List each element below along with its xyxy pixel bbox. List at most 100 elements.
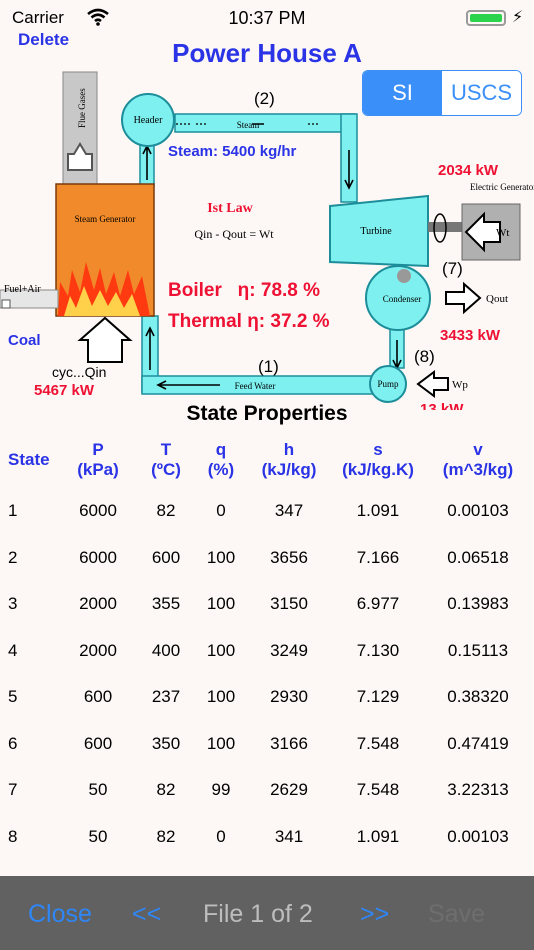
cell-p: 600	[62, 721, 134, 768]
cell-v: 0.06518	[422, 535, 534, 582]
table-row[interactable]: 5 600 237 100 2930 7.129 0.38320	[0, 674, 534, 721]
flue-gas-label: Flue Gases	[77, 88, 87, 128]
wp-arrow-icon	[418, 372, 448, 396]
table-row[interactable]: 7 50 82 99 2629 7.548 3.22313	[0, 767, 534, 814]
cell-t: 400	[134, 628, 198, 675]
col-header-t: T (ºC)	[134, 432, 198, 488]
cell-h: 3150	[244, 581, 334, 628]
cell-s: 7.548	[334, 721, 422, 768]
table-row[interactable]: 2 6000 600 100 3656 7.166 0.06518	[0, 535, 534, 582]
feed-water-label: Feed Water	[235, 381, 276, 391]
pump-label: Pump	[377, 379, 399, 389]
col-header-h: h (kJ/kg)	[244, 432, 334, 488]
table-row[interactable]: 3 2000 355 100 3150 6.977 0.13983	[0, 581, 534, 628]
cell-state: 7	[0, 767, 62, 814]
electric-generator-label: Electric Generator	[470, 182, 534, 192]
table-row[interactable]: 1 6000 82 0 347 1.091 0.00103	[0, 488, 534, 535]
state-1-label: (1)	[258, 357, 279, 376]
cell-t: 237	[134, 674, 198, 721]
cell-v: 0.00103	[422, 814, 534, 861]
table-row[interactable]: 4 2000 400 100 3249 7.130 0.15113	[0, 628, 534, 675]
cell-p: 600	[62, 674, 134, 721]
qin-arrow-icon	[80, 318, 130, 362]
cell-v: 0.00103	[422, 488, 534, 535]
cell-v: 0.38320	[422, 674, 534, 721]
next-file-button[interactable]: >>	[360, 900, 389, 929]
cell-state: 5	[0, 674, 62, 721]
table-row[interactable]: 8 50 82 0 341 1.091 0.00103	[0, 814, 534, 861]
qout-label: Qout	[486, 293, 508, 305]
cell-state: 1	[0, 488, 62, 535]
cell-h: 341	[244, 814, 334, 861]
col-header-q: q (%)	[198, 432, 244, 488]
table-row[interactable]: 6 600 350 100 3166 7.548 0.47419	[0, 721, 534, 768]
turbine: Turbine	[330, 196, 464, 266]
file-indicator: File 1 of 2	[203, 900, 313, 929]
unit-uscs-option[interactable]: USCS	[442, 71, 521, 115]
cell-s: 1.091	[334, 814, 422, 861]
cell-v: 3.22313	[422, 767, 534, 814]
cell-s: 7.548	[334, 767, 422, 814]
previous-file-button[interactable]: <<	[132, 900, 161, 929]
cell-state: 6	[0, 721, 62, 768]
charging-bolt-icon: ⚡	[512, 7, 523, 27]
cycqin-label: cyc...Qin	[52, 364, 106, 380]
cell-t: 82	[134, 767, 198, 814]
cell-h: 3166	[244, 721, 334, 768]
steam-generator-label: Steam Generator	[75, 214, 136, 224]
cell-h: 347	[244, 488, 334, 535]
col-header-v: v (m^3/kg)	[422, 432, 534, 488]
cell-h: 3249	[244, 628, 334, 675]
state-8-label: (8)	[414, 347, 435, 366]
unit-selector[interactable]: SI USCS	[362, 70, 522, 116]
state-properties-title: State Properties	[0, 402, 534, 426]
cell-s: 7.129	[334, 674, 422, 721]
close-button[interactable]: Close	[28, 900, 92, 929]
state-2-label: (2)	[254, 89, 275, 108]
fuel-air-label: Fuel+Air	[4, 284, 41, 295]
bottom-toolbar: Close << File 1 of 2 >> Save	[0, 876, 534, 950]
first-law-title: Ist Law	[207, 201, 253, 216]
state-properties-table: State P (kPa) T (ºC) q (%) h (kJ/kg) s (kJ/kg…	[0, 432, 534, 860]
page-title: Power House A	[0, 38, 534, 69]
col-header-state: State	[0, 432, 62, 488]
wt-label: Wt	[496, 227, 509, 239]
cell-q: 100	[198, 628, 244, 675]
first-law-equation: Qin - Qout = Wt	[194, 227, 274, 241]
cell-q: 0	[198, 814, 244, 861]
turbine-label: Turbine	[360, 226, 392, 237]
coal-label: Coal	[8, 332, 41, 349]
save-button[interactable]: Save	[428, 900, 485, 929]
cell-v: 0.13983	[422, 581, 534, 628]
cell-s: 6.977	[334, 581, 422, 628]
cell-q: 100	[198, 674, 244, 721]
cell-t: 82	[134, 814, 198, 861]
cell-v: 0.47419	[422, 721, 534, 768]
cell-state: 8	[0, 814, 62, 861]
wp-label: Wp	[452, 379, 468, 391]
wt-value: 2034 kW	[438, 162, 499, 179]
cell-state: 3	[0, 581, 62, 628]
steam-pipe-label: Steam	[237, 120, 260, 130]
cell-q: 99	[198, 767, 244, 814]
steam-flow-label: Steam: 5400 kg/hr	[168, 143, 297, 160]
cell-t: 355	[134, 581, 198, 628]
cell-s: 7.166	[334, 535, 422, 582]
cell-s: 7.130	[334, 628, 422, 675]
col-header-s: s (kJ/kg.K)	[334, 432, 422, 488]
cell-h: 2930	[244, 674, 334, 721]
cell-state: 2	[0, 535, 62, 582]
thermal-efficiency: Thermal η: 37.2 %	[168, 311, 330, 332]
cell-p: 50	[62, 767, 134, 814]
cell-t: 82	[134, 488, 198, 535]
qout-value: 3433 kW	[440, 327, 501, 344]
unit-si-option[interactable]: SI	[363, 71, 442, 115]
table-header-row: State P (kPa) T (ºC) q (%) h (kJ/kg) s (kJ/kg…	[0, 432, 534, 488]
qin-value: 5467 kW	[34, 382, 95, 399]
state-7-label: (7)	[442, 259, 463, 278]
cell-q: 100	[198, 581, 244, 628]
cell-p: 50	[62, 814, 134, 861]
power-plant-diagram: Flue Gases Header Steam Steam Generator …	[0, 70, 534, 410]
status-bar: Carrier 10:37 PM ⚡	[0, 0, 534, 34]
battery-icon	[466, 10, 506, 26]
